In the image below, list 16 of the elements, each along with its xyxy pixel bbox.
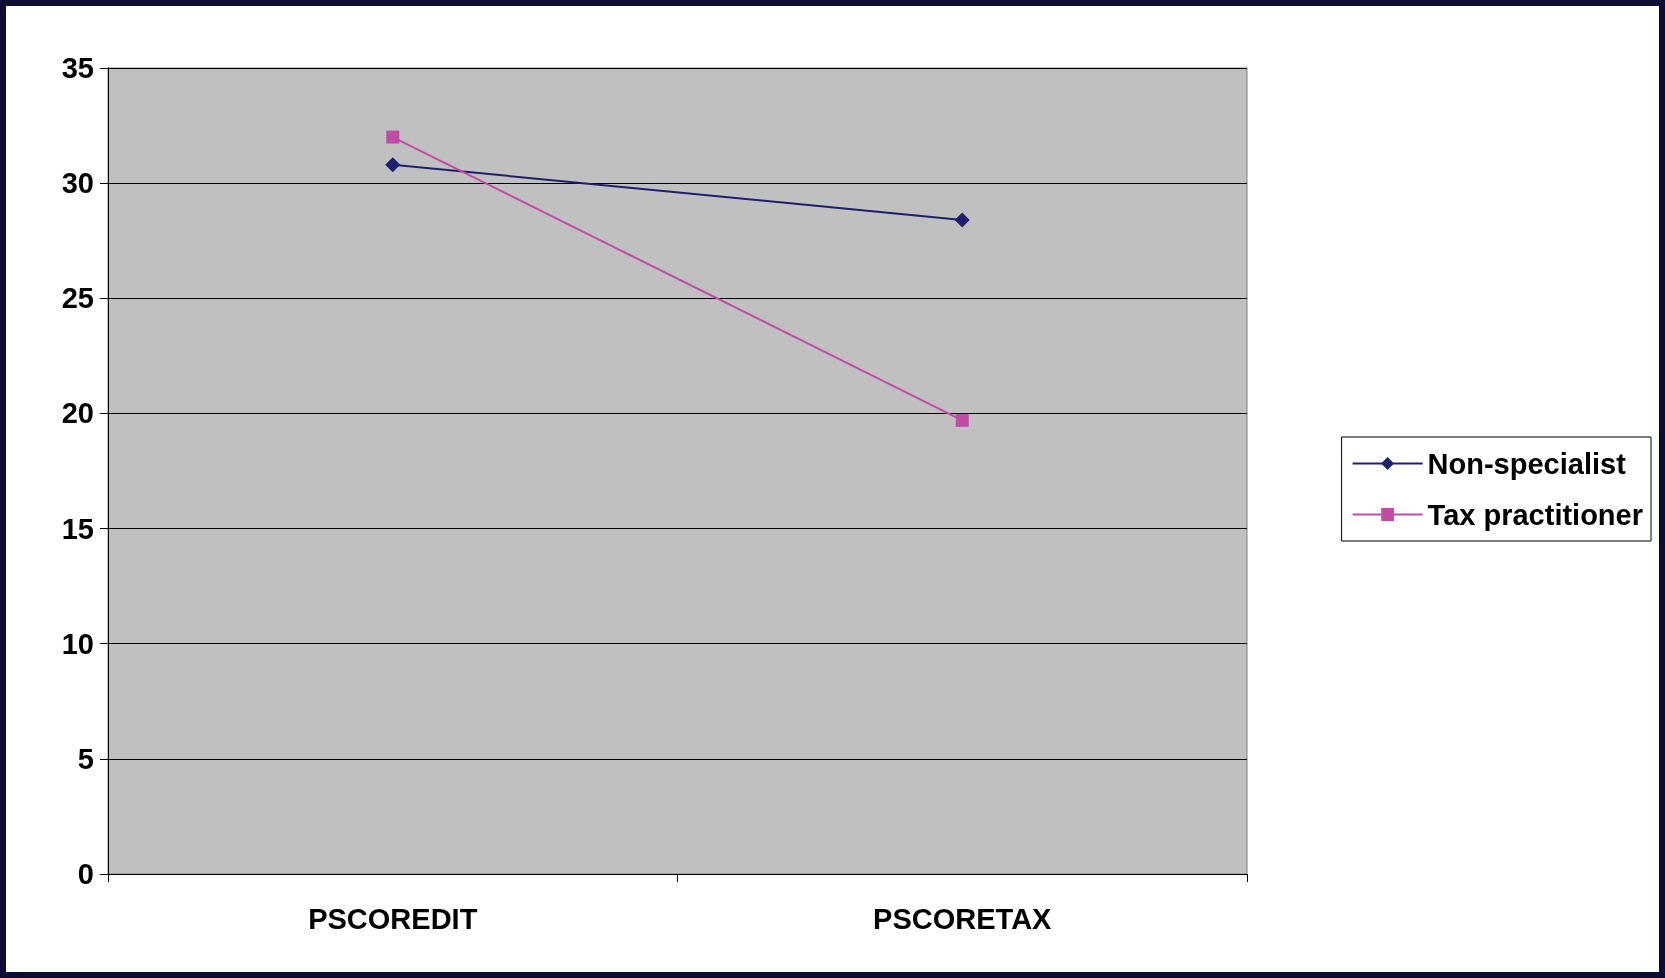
point [955,413,969,427]
y-tick-label: 20 [61,397,94,430]
legend-label: Tax practitioner [1427,498,1643,531]
x-tick-label: PSCORETAX [873,902,1053,935]
y-tick-label: 25 [61,282,94,315]
y-tick-label: 30 [61,167,94,200]
point [385,157,401,173]
point [386,130,400,144]
point [954,212,970,228]
y-tick-label: 35 [61,52,94,84]
legend-label: Non-specialist [1427,447,1627,480]
y-tick-label: 5 [77,742,94,775]
y-tick-label: 0 [77,858,94,890]
y-tick-label: 15 [61,512,94,545]
y-tick-label: 10 [61,627,94,660]
x-tick-label: PSCOREDIT [308,902,478,935]
